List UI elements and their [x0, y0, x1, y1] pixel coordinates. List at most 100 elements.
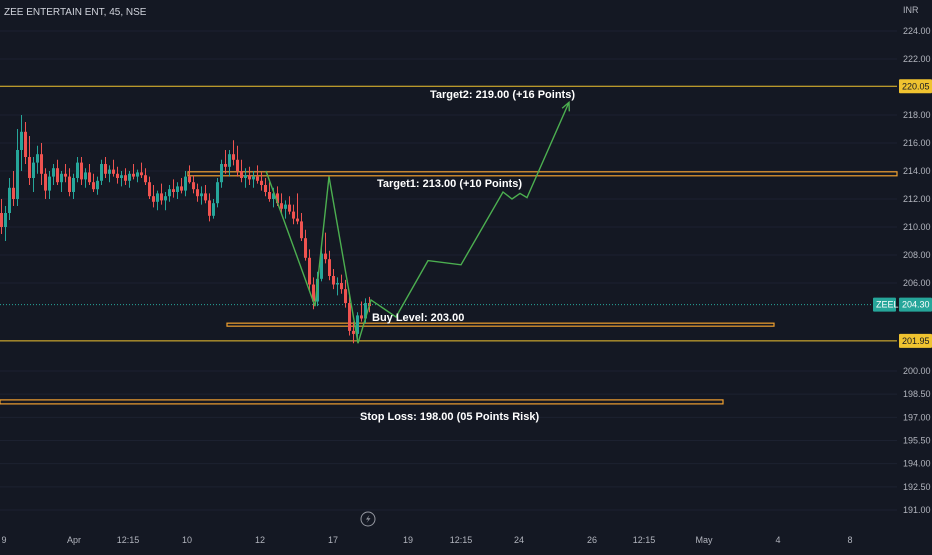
target1-annotation: Target1: 213.00 (+10 Points): [377, 178, 522, 190]
y-tick-label: 222.00: [903, 54, 931, 64]
candle: [128, 171, 131, 188]
x-tick-label: 17: [328, 535, 338, 545]
candle: [284, 200, 287, 219]
candle: [148, 176, 151, 199]
candle: [64, 164, 67, 183]
y-tick-label: 224.00: [903, 26, 931, 36]
support-price-tag: 201.95: [899, 333, 932, 348]
candle: [308, 249, 311, 291]
target1-zone: [187, 171, 898, 177]
svg-text:220.05: 220.05: [902, 81, 930, 91]
candle: [88, 164, 91, 185]
candle: [152, 185, 155, 208]
candle: [296, 193, 299, 225]
candle: [136, 169, 139, 183]
projection-path: [265, 100, 571, 344]
candle: [172, 179, 175, 198]
candle: [228, 150, 231, 177]
candle: [344, 279, 347, 308]
candle: [168, 185, 171, 202]
candle: [256, 165, 259, 184]
candle: [160, 183, 163, 205]
symbol-title: ZEE ENTERTAIN ENT, 45, NSE: [4, 7, 147, 18]
candle: [40, 143, 43, 185]
candle: [96, 176, 99, 195]
annotations: Target2: 219.00 (+16 Points) Target1: 213…: [360, 89, 575, 423]
candle: [156, 190, 159, 211]
candle: [104, 157, 107, 178]
y-tick-label: 192.50: [903, 482, 931, 492]
x-tick-label: 12: [255, 535, 265, 545]
candle: [120, 171, 123, 187]
candle: [80, 157, 83, 185]
price-axis[interactable]: 224.00 222.00 218.00 216.00 214.00 212.00 210.…: [873, 26, 932, 515]
price-levels: [0, 85, 898, 405]
candle: [28, 136, 31, 185]
candle: [324, 232, 327, 264]
candle: [192, 175, 195, 194]
y-tick-label: 200.00: [903, 366, 931, 376]
time-axis[interactable]: 9 Apr 12:15 10 12 17 19 12:15 24 26 12:15 May 4 8: [1, 535, 852, 545]
buy-zone: [226, 322, 775, 327]
x-tick-label: 24: [514, 535, 524, 545]
candle: [264, 178, 267, 197]
candle: [268, 182, 271, 202]
candle: [328, 250, 331, 281]
candle: [48, 171, 51, 199]
candle: [252, 171, 255, 188]
candle: [132, 164, 135, 180]
svg-text:201.95: 201.95: [902, 336, 930, 346]
projection-arrowhead: [561, 100, 571, 112]
y-tick-label: 191.00: [903, 505, 931, 515]
x-tick-label: 26: [587, 535, 597, 545]
y-tick-label: 212.00: [903, 194, 931, 204]
svg-text:ZEEL: ZEEL: [876, 300, 899, 310]
candle: [16, 129, 19, 206]
candle: [140, 162, 143, 178]
candle: [360, 301, 363, 322]
candle: [72, 173, 75, 199]
y-tick-label: 195.50: [903, 436, 931, 446]
grid-lines: [0, 30, 897, 511]
candle: [200, 186, 203, 205]
candle: [24, 122, 27, 164]
current-price-tag: ZEEL 204.30: [873, 297, 932, 312]
x-tick-label: 10: [182, 535, 192, 545]
x-tick-label: 12:15: [450, 535, 473, 545]
candle: [92, 173, 95, 192]
y-tick-label: 206.00: [903, 278, 931, 288]
target2-price-tag: 220.05: [899, 79, 932, 94]
candle: [52, 164, 55, 185]
candle: [112, 159, 115, 177]
x-tick-label: 8: [847, 535, 852, 545]
candle: [224, 150, 227, 174]
candle: [100, 159, 103, 185]
candle: [340, 274, 343, 294]
x-tick-label: 12:15: [117, 535, 140, 545]
y-tick-label: 198.50: [903, 389, 931, 399]
y-tick-label: 197.00: [903, 412, 931, 422]
candle: [56, 159, 59, 185]
candle: [332, 269, 335, 290]
projection-line: [265, 102, 570, 344]
candle: [84, 168, 87, 188]
candle: [236, 145, 239, 177]
candle: [60, 171, 63, 192]
candle: [20, 115, 23, 171]
replay-icon[interactable]: [360, 511, 376, 527]
y-tick-label: 210.00: [903, 222, 931, 232]
y-tick-label: 216.00: [903, 138, 931, 148]
candle: [184, 171, 187, 197]
y-tick-label: 194.00: [903, 459, 931, 469]
candle: [336, 277, 339, 296]
candle: [216, 178, 219, 208]
candle: [124, 168, 127, 185]
y-tick-label: 208.00: [903, 250, 931, 260]
candle: [220, 159, 223, 188]
candle: [204, 185, 207, 204]
candle: [260, 172, 263, 191]
x-tick-label: May: [695, 535, 713, 545]
candle: [76, 157, 79, 183]
